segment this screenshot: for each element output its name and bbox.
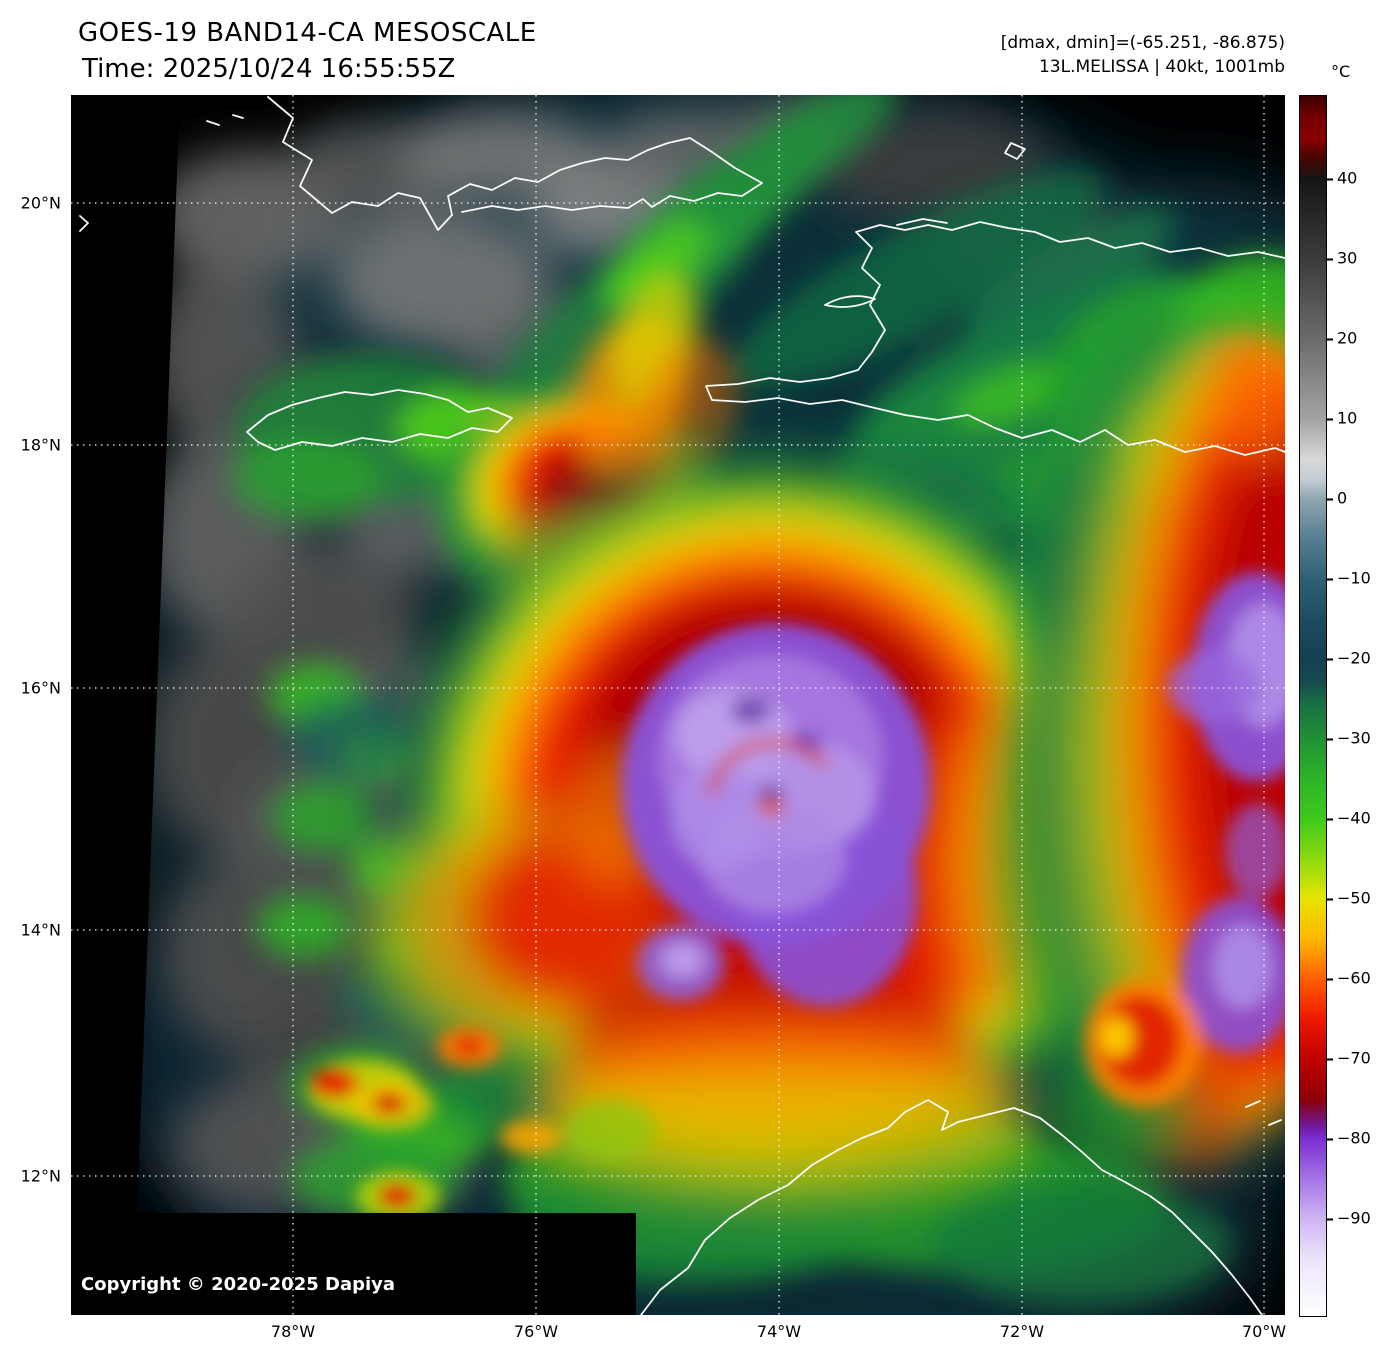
lat-tick-label: 20°N	[20, 193, 61, 213]
hurricane-core	[621, 623, 931, 1007]
lon-tick-label: 70°W	[1241, 1322, 1287, 1341]
copyright-text: Copyright © 2020-2025 Dapiya	[81, 1274, 396, 1295]
latitude-axis: 20°N 18°N 16°N 14°N 12°N	[0, 95, 66, 1315]
colorbar-ticks: 40 30 20 10 0 −10 −20 −30 −40 −50 −60 −70 −80 −90	[1327, 95, 1389, 1315]
lat-tick-label: 14°N	[20, 920, 61, 940]
coastline-tortue-island	[896, 218, 948, 226]
coastline-gonave-island	[824, 295, 876, 308]
dmax-dmin-annotation: [dmax, dmin]=(-65.251, -86.875)	[1000, 33, 1285, 53]
coastline-cuba	[267, 96, 763, 231]
lon-tick-label: 74°W	[756, 1322, 802, 1341]
lon-tick-label: 76°W	[513, 1322, 559, 1341]
coastline-jamaica	[246, 389, 513, 451]
scan-bottom-mask	[71, 1213, 636, 1315]
satellite-imagery	[71, 95, 1285, 1315]
coastline-cuba-west-fragment	[79, 215, 89, 232]
colorbar-tick-label: −50	[1327, 889, 1371, 908]
colorbar-tick-label: −20	[1327, 649, 1371, 668]
longitude-axis: 78°W 76°W 74°W 72°W 70°W	[71, 1322, 1287, 1346]
coastline-south-america	[640, 1099, 1263, 1315]
colorbar-tick-label: −40	[1327, 809, 1371, 828]
gridlines	[71, 95, 1285, 1315]
colorbar-tick-label: 30	[1327, 249, 1357, 268]
colorbar-tick-label: −60	[1327, 969, 1371, 988]
coastline-inagua-island	[1004, 142, 1026, 160]
lon-tick-label: 78°W	[270, 1322, 316, 1341]
coastline-cayman-islands	[206, 114, 244, 126]
colorbar-tick-label: −70	[1327, 1049, 1371, 1068]
eastern-cold-tops	[1085, 572, 1285, 1107]
colorbar-tick-label: 0	[1327, 489, 1347, 508]
colorbar-tick-label: −10	[1327, 569, 1371, 588]
coastline-hispaniola	[705, 221, 1285, 456]
colorbar-tick-label: −30	[1327, 729, 1371, 748]
colorbar	[1299, 95, 1327, 1317]
page-title: GOES-19 BAND14-CA MESOSCALE	[78, 18, 537, 48]
scan-edge-mask	[71, 95, 180, 1213]
lat-tick-label: 12°N	[20, 1166, 61, 1186]
colorbar-tick-label: −90	[1327, 1209, 1371, 1228]
lat-tick-label: 18°N	[20, 435, 61, 455]
small-convective-cells	[308, 1027, 656, 1223]
colorbar-tick-label: −80	[1327, 1129, 1371, 1148]
colorbar-unit-label: °C	[1331, 62, 1351, 81]
timestamp: Time: 2025/10/24 16:55:55Z	[82, 54, 456, 84]
lon-tick-label: 72°W	[999, 1322, 1045, 1341]
colorbar-tick-label: 20	[1327, 329, 1357, 348]
storm-info-annotation: 13L.MELISSA | 40kt, 1001mb	[1038, 57, 1285, 77]
colorbar-tick-label: 10	[1327, 409, 1357, 428]
satellite-map: Copyright © 2020-2025 Dapiya	[71, 95, 1285, 1315]
lat-tick-label: 16°N	[20, 678, 61, 698]
coastlines	[79, 96, 1285, 1315]
coastline-abc-islands	[1245, 1100, 1282, 1126]
colorbar-tick-label: 40	[1327, 169, 1357, 188]
